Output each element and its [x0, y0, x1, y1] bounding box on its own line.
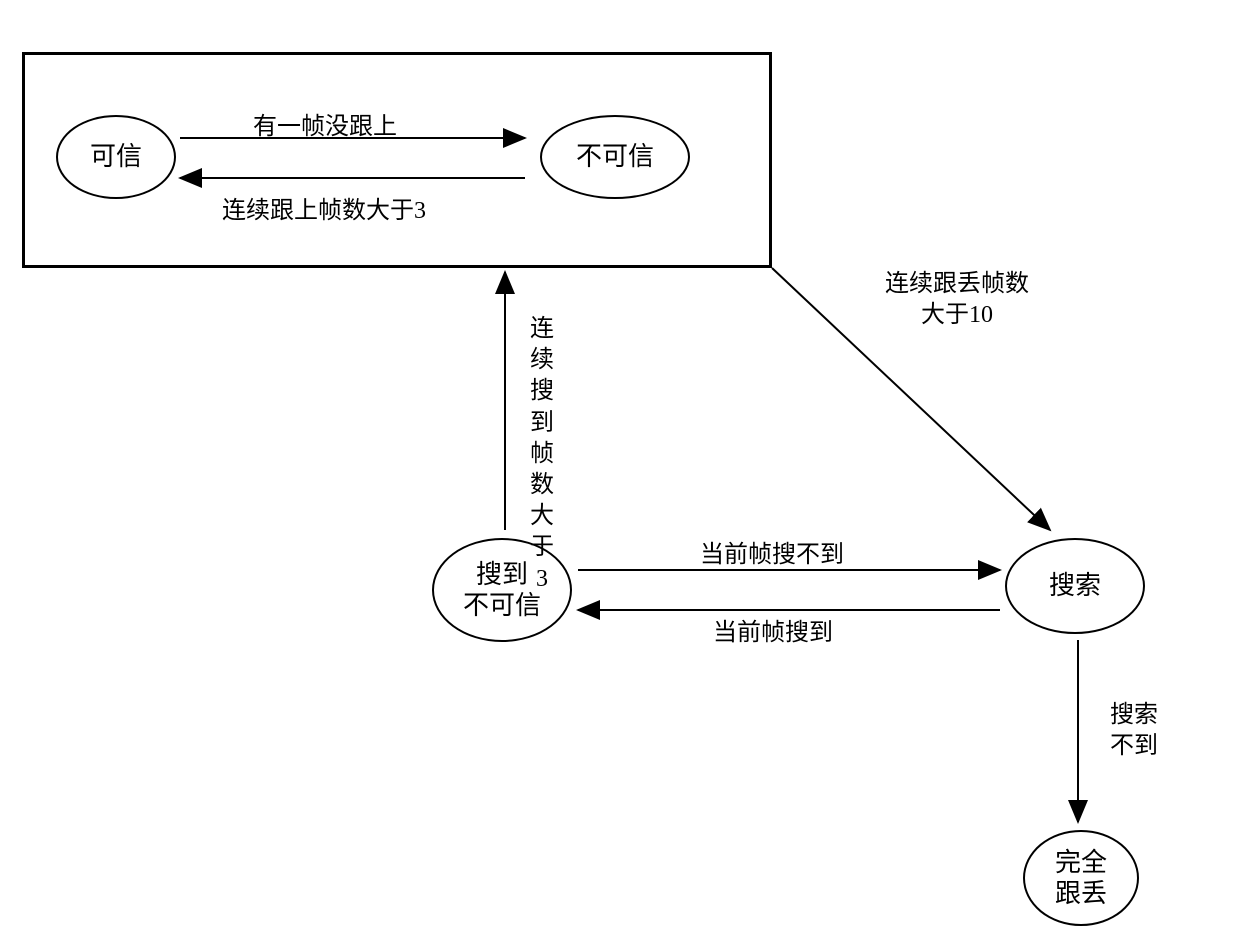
node-trusted: 可信: [56, 115, 176, 199]
node-label-untrusted: 不可信: [576, 141, 654, 172]
state-diagram: 可信不可信搜到 不可信搜索完全 跟丢 有一帧没跟上连续跟上帧数大于3连续跟丢帧数…: [0, 0, 1240, 951]
node-lost: 完全 跟丢: [1023, 830, 1139, 926]
edge-label-e1: 有一帧没跟上: [253, 112, 397, 143]
edge-label-e5: 当前帧搜不到: [700, 540, 844, 571]
node-label-trusted: 可信: [90, 141, 142, 172]
node-label-search: 搜索: [1049, 570, 1101, 601]
edge-label-e2: 连续跟上帧数大于3: [222, 196, 426, 227]
edge-label-e4: 连 续 搜 到 帧 数 大 于 3: [530, 314, 554, 595]
node-label-lost: 完全 跟丢: [1055, 847, 1107, 909]
edge-label-e6: 当前帧搜到: [713, 618, 833, 649]
node-search: 搜索: [1005, 538, 1145, 634]
node-untrusted: 不可信: [540, 115, 690, 199]
edge-label-e3: 连续跟丢帧数 大于10: [885, 269, 1029, 331]
edge-label-e7: 搜索 不到: [1110, 700, 1158, 762]
